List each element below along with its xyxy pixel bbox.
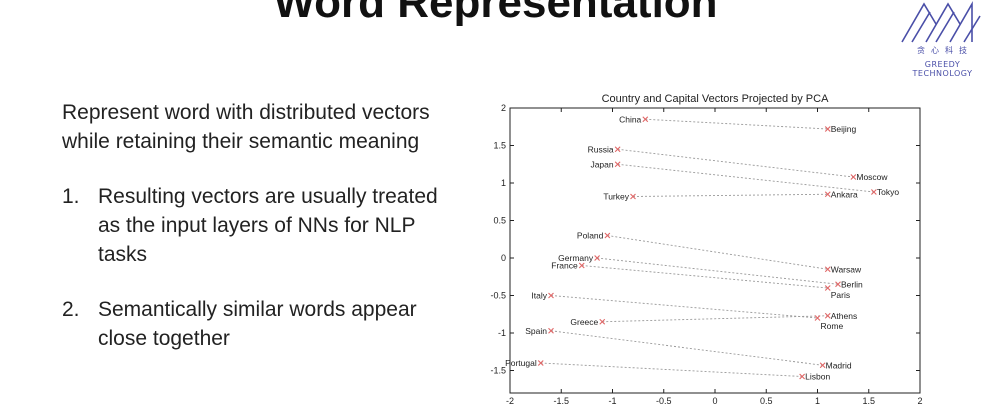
- x-tick-label: -0.5: [656, 396, 672, 404]
- country-point: [537, 360, 544, 366]
- x-tick-label: 0.5: [760, 396, 773, 404]
- capital-point: [824, 266, 831, 273]
- x-tick-label: -1.5: [553, 396, 569, 404]
- list-number: 2.: [62, 298, 80, 321]
- chart-title: Country and Capital Vectors Projected by…: [602, 93, 830, 105]
- capital-point: [870, 189, 877, 195]
- x-tick-label: 1: [815, 396, 820, 404]
- x-tick-label: 1.5: [862, 396, 875, 404]
- list-text: Resulting vectors are usually treated as…: [98, 185, 438, 266]
- capital-label: Tokyo: [877, 187, 899, 197]
- capital-point: [799, 373, 806, 380]
- country-capital-link: [617, 148, 854, 178]
- pca-scatter-chart: Country and Capital Vectors Projected by…: [490, 93, 922, 404]
- country-capital-link: [597, 257, 839, 285]
- y-tick-label: -1.5: [490, 366, 506, 376]
- x-tick-label: 2: [917, 396, 922, 404]
- capital-label: Paris: [831, 290, 850, 300]
- logo-english-text: GREEDY TECHNOLOGY: [912, 60, 973, 78]
- country-label: Greece: [570, 317, 598, 327]
- country-point: [594, 255, 601, 261]
- logo-chinese-text: 贪心科技: [917, 46, 973, 55]
- country-point: [604, 232, 611, 239]
- capital-label: Madrid: [826, 360, 852, 370]
- list-text: Semantically similar words appear close …: [98, 298, 417, 350]
- y-tick-label: 0.5: [493, 216, 506, 226]
- country-point: [599, 318, 606, 325]
- capital-point: [824, 126, 831, 132]
- capital-point: [824, 285, 831, 291]
- capital-label: Athens: [831, 311, 857, 321]
- country-point: [614, 146, 621, 153]
- country-capital-link: [632, 193, 828, 197]
- greedy-technology-logo: [901, 1, 981, 43]
- country-label: Portugal: [505, 358, 537, 368]
- capital-point: [814, 315, 821, 321]
- country-label: France: [551, 261, 578, 271]
- capital-point: [824, 191, 831, 198]
- country-label: China: [619, 114, 641, 124]
- country-label: Russia: [588, 144, 614, 154]
- y-tick-label: -1: [498, 328, 506, 338]
- slide-body: Represent word with distributed vectors …: [62, 98, 462, 379]
- capital-label: Moscow: [856, 172, 888, 182]
- country-point: [548, 292, 554, 299]
- capital-label: Ankara: [831, 189, 858, 199]
- x-tick-label: -2: [506, 396, 514, 404]
- capital-point: [850, 174, 857, 180]
- capital-label: Rome: [821, 321, 844, 331]
- country-point: [614, 161, 621, 168]
- country-capital-link: [602, 315, 828, 323]
- country-label: Japan: [590, 159, 613, 169]
- y-tick-label: 1: [501, 178, 506, 188]
- capital-point: [835, 281, 841, 288]
- country-capital-link: [540, 362, 803, 377]
- country-label: Spain: [525, 326, 547, 336]
- country-capital-link: [617, 163, 874, 193]
- country-capital-link: [581, 265, 828, 289]
- capital-label: Lisbon: [805, 372, 830, 382]
- country-label: Poland: [577, 231, 604, 241]
- country-capital-link: [550, 330, 823, 366]
- y-tick-label: 0: [501, 253, 506, 263]
- capital-point: [824, 312, 831, 319]
- country-label: Italy: [531, 291, 547, 301]
- capital-point: [819, 362, 826, 369]
- country-point: [630, 193, 636, 200]
- capital-label: Beijing: [831, 124, 857, 134]
- y-tick-label: 1.5: [493, 141, 506, 151]
- country-capital-link: [607, 235, 828, 270]
- y-tick-label: 2: [501, 103, 506, 113]
- country-point: [578, 262, 585, 269]
- plot-frame: [509, 107, 921, 394]
- country-capital-link: [645, 118, 828, 130]
- capital-label: Warsaw: [831, 264, 862, 274]
- intro-paragraph: Represent word with distributed vectors …: [62, 101, 430, 153]
- slide-title: Word Representation: [273, 0, 718, 27]
- country-point: [642, 116, 649, 123]
- list-item: 1. Resulting vectors are usually treated…: [62, 182, 462, 269]
- x-tick-label: 0: [712, 396, 717, 404]
- country-label: Germany: [558, 253, 594, 263]
- y-tick-label: -0.5: [490, 291, 506, 301]
- capital-label: Berlin: [841, 279, 863, 289]
- list-item: 2. Semantically similar words appear clo…: [62, 295, 462, 353]
- country-point: [548, 327, 554, 334]
- x-tick-label: -1: [608, 396, 616, 404]
- list-number: 1.: [62, 185, 80, 208]
- country-label: Turkey: [603, 192, 629, 202]
- country-capital-link: [550, 295, 818, 319]
